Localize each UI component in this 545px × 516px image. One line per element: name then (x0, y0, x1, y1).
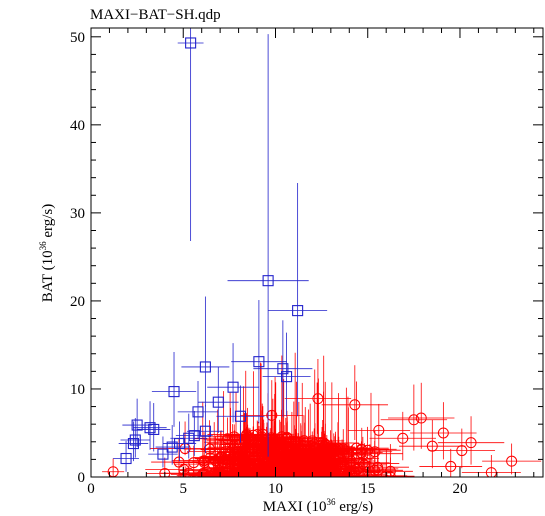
blue-data-point (133, 401, 167, 450)
y-tick-label: 20 (70, 294, 85, 310)
blue-data-point (231, 300, 287, 424)
red-data-point (347, 403, 411, 453)
blue-data-point (177, 381, 219, 439)
red-cluster-point (251, 410, 323, 449)
x-tick-label: 5 (179, 481, 187, 497)
blue-data-point (177, 28, 204, 242)
red-cluster-point (337, 444, 403, 471)
x-axis-label-unit: erg/s) (336, 499, 374, 515)
blue-data-point (162, 421, 197, 462)
x-tick-label: 0 (87, 481, 95, 497)
red-cluster-point (283, 446, 318, 469)
red-data-point (437, 416, 505, 465)
red-cluster-point (207, 413, 286, 452)
red-cluster-point (300, 433, 349, 465)
red-data-point (419, 448, 483, 477)
x-axis-label: MAXI (1036 erg/s) (263, 497, 373, 515)
y-tick-label: 30 (70, 206, 85, 222)
y-tick-label: 40 (70, 118, 85, 134)
blue-data-point (207, 343, 259, 423)
red-data-point (461, 454, 521, 477)
red-data-point (321, 365, 389, 441)
red-data-point (380, 384, 448, 451)
blue-data-point (155, 425, 189, 465)
red-cluster-point (283, 442, 335, 477)
red-data-point (410, 402, 477, 460)
y-axis-label-unit: erg/s) (40, 204, 56, 242)
chart-title: MAXI−BAT−SH.qdp (90, 7, 221, 23)
blue-data-point (120, 418, 151, 458)
blue-data-point (227, 34, 309, 457)
red-data-point (369, 411, 436, 461)
plot-area (102, 28, 542, 477)
x-tick-label: 10 (268, 481, 283, 497)
blue-data-point (198, 366, 239, 433)
x-tick-label: 15 (360, 481, 375, 497)
y-tick-label: 10 (70, 382, 85, 398)
red-cluster-point (179, 458, 260, 477)
x-axis-label-main: MAXI (10 (263, 499, 327, 515)
red-cluster-point (279, 456, 331, 477)
blue-data-point (216, 385, 265, 443)
red-data-point (240, 380, 304, 447)
blue-data-point (148, 436, 178, 468)
red-cluster-point (145, 459, 223, 477)
plot-frame (90, 27, 544, 478)
blue-data-point (186, 404, 224, 454)
red-cluster-point (326, 450, 376, 477)
blue-data-point (137, 403, 171, 452)
y-axis-label-main: BAT (10 (40, 250, 56, 302)
red-data-point (284, 359, 352, 434)
blue-data-point (268, 182, 328, 417)
red-cluster-point (217, 450, 262, 469)
blue-data-point (253, 320, 313, 418)
blue-data-point (118, 421, 149, 462)
blue-data-point (151, 351, 197, 427)
y-tick-label: 50 (70, 30, 85, 46)
axis-ticks: 0 5 10 15 20 0 10 20 30 40 50 (70, 28, 543, 497)
blue-data-point (181, 296, 230, 407)
y-tick-label: 0 (78, 470, 86, 486)
y-axis-label-exp: 36 (38, 241, 48, 251)
red-cluster-point (212, 445, 273, 477)
red-cluster-point (339, 442, 383, 470)
red-data-point (482, 443, 542, 475)
red-data-point (399, 419, 466, 469)
x-axis-label-exp: 36 (327, 497, 337, 507)
red-data-point (428, 428, 496, 469)
blue-data-point (262, 332, 311, 417)
y-axis-label: BAT (1036 erg/s) (38, 204, 56, 302)
x-tick-label: 20 (452, 481, 467, 497)
blue-data-point (113, 440, 139, 472)
